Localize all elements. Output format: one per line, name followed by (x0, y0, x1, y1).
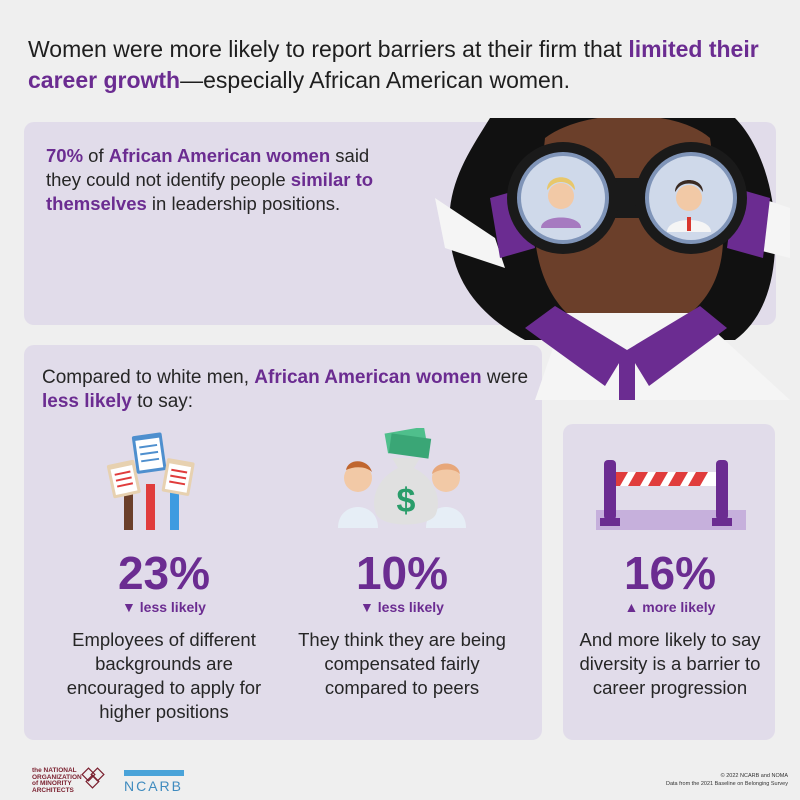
ncarb-logo-bar (124, 770, 184, 776)
compare-group: African American women (254, 367, 482, 388)
top-group: African American women (108, 145, 331, 166)
noma-line: ARCHITECTS (32, 786, 74, 794)
headline-part2: —especially African American women. (180, 67, 570, 93)
noma-line: ORGANIZATION (32, 773, 82, 781)
stat-card: 23% ▼ less likely Employees of different… (48, 548, 280, 724)
noma-line: of MINORITY (32, 780, 72, 787)
noma-logo-icon (81, 767, 105, 789)
stat-card: 16% ▲ more likely And more likely to say… (572, 548, 768, 700)
top-pct: 70% (46, 145, 84, 166)
compare-text-1: Compared to white men, (42, 367, 255, 388)
top-highlight: similar to themselves (46, 169, 374, 214)
raised-hands-clipboards-icon (106, 432, 195, 530)
stat-direction: ▼ less likely (122, 599, 206, 615)
ncarb-logo: NCARB (124, 770, 184, 794)
top-text-3: in leadership positions. (146, 193, 341, 214)
stat-percent: 10% (355, 547, 449, 599)
stat-direction: ▼ less likely (360, 599, 444, 615)
noma-logo-text: the NATIONAL ORGANIZATION of MINORITY AR… (32, 767, 82, 794)
credits: © 2022 NCARB and NOMA Data from the 2021… (666, 772, 788, 788)
stat-card: 10% ▼ less likely They think they are be… (292, 548, 512, 700)
barrier-icon (596, 460, 746, 530)
data-source: Data from the 2021 Baseline on Belonging… (666, 781, 788, 787)
top-panel-text: 70% of African American women said they … (46, 144, 406, 216)
stat-description: And more likely to say diversity is a ba… (579, 629, 761, 698)
compare-text-2: were (481, 367, 529, 388)
stat-percent: 16% (623, 547, 717, 599)
woman-binoculars-icon (435, 118, 790, 400)
top-text-2: said they could not identify people (46, 145, 370, 190)
stat-description: Employees of different backgrounds are e… (66, 629, 262, 722)
stat-percent: 23% (117, 547, 211, 599)
headline-accent: limited their career growth (28, 36, 759, 93)
noma-line: the NATIONAL (32, 767, 77, 774)
compare-highlight: less likely (42, 391, 132, 412)
headline: Women were more likely to report barrier… (28, 34, 788, 96)
money-bag-icon: $ (338, 428, 466, 528)
stat-direction: ▲ more likely (624, 599, 716, 615)
stat-description: They think they are being compensated fa… (298, 629, 506, 698)
copyright: © 2022 NCARB and NOMA (720, 773, 788, 779)
top-text-1: of (83, 145, 109, 166)
ncarb-logo-text: NCARB (124, 778, 184, 794)
compare-text-3: to say: (131, 391, 194, 412)
svg-text:$: $ (397, 482, 416, 520)
compare-intro: Compared to white men, African American … (42, 366, 532, 414)
headline-part1: Women were more likely to report barrier… (28, 36, 629, 62)
compare-panel (24, 345, 542, 740)
